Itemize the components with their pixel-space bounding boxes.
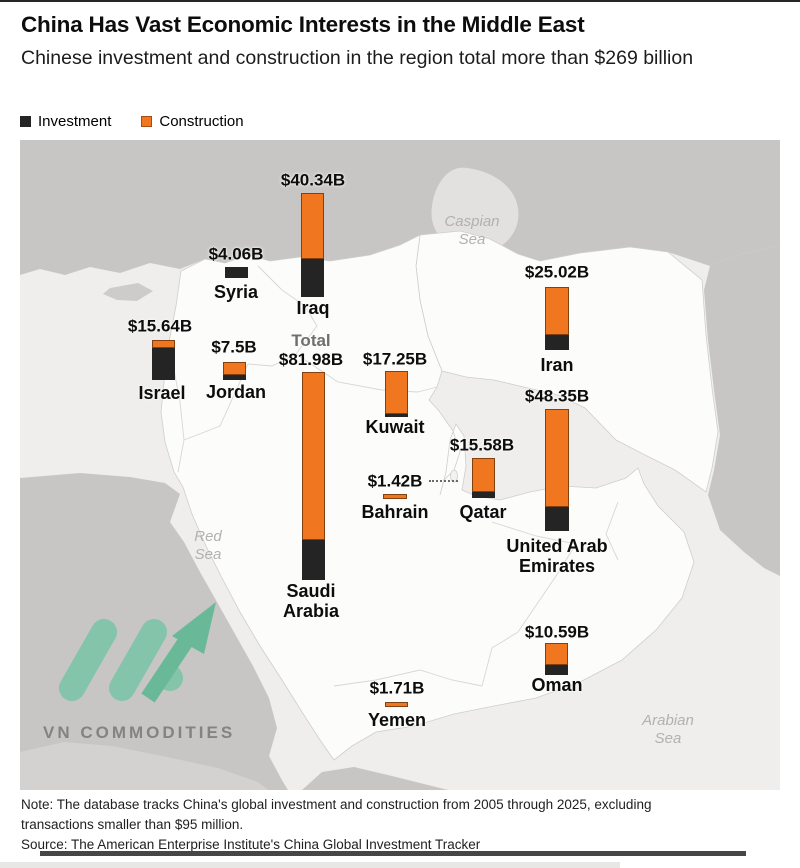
value-label-yemen: $1.71B — [369, 678, 425, 698]
bar-iran — [545, 287, 569, 350]
land-east — [704, 245, 780, 576]
chart-subtitle: Chinese investment and construction in t… — [21, 47, 694, 69]
construction-segment-israel — [152, 340, 175, 348]
investment-segment-israel — [152, 348, 175, 380]
note-line-1: Note: The database tracks China's global… — [21, 797, 652, 812]
land-africa-south — [20, 742, 268, 790]
island-cyprus — [103, 283, 153, 301]
country-label-oman: Oman — [531, 674, 583, 695]
investment-segment-syria — [225, 267, 248, 278]
investment-segment-saudi-arabia — [302, 540, 325, 580]
value-label-syria: $4.06B — [208, 244, 264, 264]
investment-segment-united-arab-emirates — [545, 507, 569, 531]
construction-segment-iraq — [301, 193, 324, 259]
country-label-united-arab-emirates: United Arab Emirates — [506, 535, 608, 576]
note-line-2: transactions smaller than $95 million. — [21, 817, 244, 832]
bar-qatar — [472, 458, 495, 498]
bar-united-arab-emirates — [545, 409, 569, 531]
construction-segment-iran — [545, 287, 569, 335]
legend-label-investment: Investment — [38, 113, 112, 130]
bar-iraq — [301, 193, 324, 297]
legend: Investment Construction — [20, 113, 244, 130]
bar-yemen — [385, 702, 408, 707]
construction-segment-bahrain — [383, 494, 407, 499]
middle-east-map: Caspian Sea Red Sea Arabian Sea $40.34B Iraq $4… — [20, 140, 780, 790]
value-label-united-arab-emirates: $48.35B — [524, 386, 590, 406]
top-divider — [0, 0, 800, 2]
country-bars-layer: $40.34B Iraq $4.06B Syria $15.64B Israel $7.5B… — [20, 140, 780, 790]
bar-bahrain — [383, 494, 407, 499]
value-label-oman: $10.59B — [524, 622, 590, 642]
bottom-divider-light — [0, 862, 620, 868]
value-label-saudi-arabia: Total $81.98B — [278, 330, 344, 369]
country-label-syria: Syria — [213, 281, 259, 302]
construction-swatch — [141, 116, 153, 127]
construction-segment-jordan — [223, 362, 246, 375]
watermark-text: VN COMMODITIES — [43, 723, 236, 742]
country-label-israel: Israel — [138, 382, 186, 403]
country-borders — [173, 265, 619, 687]
sea-label-red-sea: Red Sea — [194, 528, 222, 563]
value-label-qatar: $15.58B — [449, 435, 515, 455]
bottom-divider-dark — [40, 851, 746, 856]
country-label-yemen: Yemen — [367, 709, 427, 730]
map-base-svg — [20, 140, 780, 790]
investment-segment-jordan — [223, 375, 246, 380]
investment-swatch — [20, 116, 31, 127]
value-label-iraq: $40.34B — [280, 170, 346, 190]
source-line: Source: The American Enterprise Institut… — [21, 837, 481, 852]
legend-label-construction: Construction — [159, 113, 244, 130]
construction-segment-saudi-arabia — [302, 372, 325, 540]
country-label-saudi-arabia: Saudi Arabia — [282, 580, 340, 621]
legend-item-construction: Construction — [141, 113, 244, 130]
country-label-kuwait: Kuwait — [365, 416, 425, 437]
land-arabia — [160, 234, 695, 761]
bar-israel — [152, 340, 175, 380]
bar-saudi-arabia — [302, 372, 325, 580]
construction-segment-oman — [545, 643, 568, 665]
island-bahrain — [450, 469, 458, 483]
sea-labels-layer: Caspian Sea Red Sea Arabian Sea — [20, 140, 780, 790]
value-label-israel: $15.64B — [127, 316, 193, 336]
country-label-iraq: Iraq — [296, 297, 330, 318]
legend-item-investment: Investment — [20, 113, 111, 130]
country-label-iran: Iran — [540, 354, 574, 375]
value-label-iran: $25.02B — [524, 262, 590, 282]
investment-segment-iran — [545, 335, 569, 350]
value-label-jordan: $7.5B — [211, 337, 257, 357]
land-north — [20, 140, 780, 275]
sea-label-arabian-sea: Arabian Sea — [642, 712, 694, 747]
value-label-kuwait: $17.25B — [362, 349, 428, 369]
investment-segment-kuwait — [385, 414, 408, 417]
bar-kuwait — [385, 371, 408, 417]
bar-oman — [545, 643, 568, 675]
investment-segment-qatar — [472, 492, 495, 498]
watermark-logo — [59, 602, 216, 703]
investment-segment-iraq — [301, 259, 324, 297]
country-iran — [415, 230, 719, 493]
country-label-qatar: Qatar — [459, 501, 507, 522]
construction-segment-kuwait — [385, 371, 408, 414]
country-label-jordan: Jordan — [205, 381, 267, 402]
land-horn-of-africa — [302, 767, 448, 790]
investment-segment-oman — [545, 665, 568, 675]
chart-title: China Has Vast Economic Interests in the… — [21, 12, 585, 37]
connector-line-bahrain — [429, 480, 458, 482]
construction-segment-qatar — [472, 458, 495, 492]
bar-jordan — [223, 362, 246, 380]
construction-segment-united-arab-emirates — [545, 409, 569, 507]
value-label-bahrain: $1.42B — [367, 471, 423, 491]
sea-label-caspian-sea: Caspian Sea — [444, 213, 500, 248]
construction-segment-yemen — [385, 702, 408, 707]
bar-syria — [225, 267, 248, 278]
country-label-bahrain: Bahrain — [361, 501, 429, 522]
